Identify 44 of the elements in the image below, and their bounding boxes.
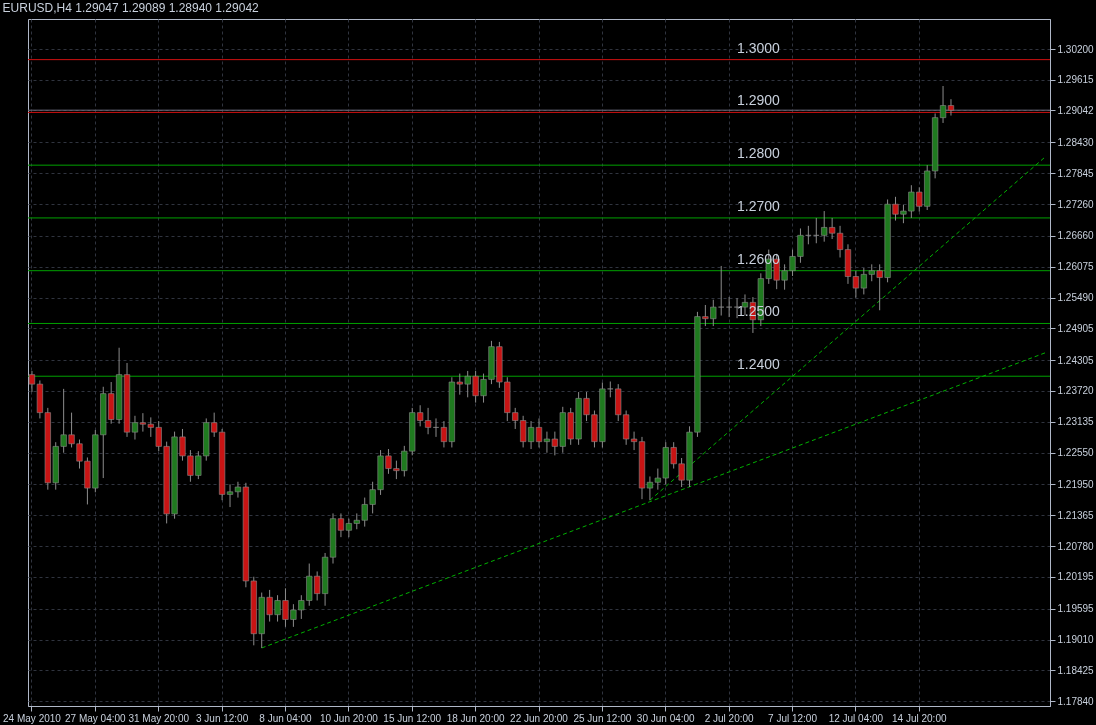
y-tick-label: 1.20780: [1057, 540, 1095, 552]
ref-line-label: 1.2700: [737, 197, 781, 214]
y-tick-label: 1.22550: [1057, 447, 1095, 459]
y-tick-label: 1.24905: [1057, 322, 1095, 334]
y-tick-label: 1.19010: [1057, 634, 1095, 646]
ref-line-label: 1.2900: [737, 92, 781, 109]
y-tick-label: 1.27260: [1057, 198, 1095, 210]
y-tick-label: 1.21365: [1057, 509, 1095, 521]
chart-title: EURUSD,H4 1.29047 1.29089 1.28940 1.29042: [2, 1, 260, 15]
x-tick-label: 22 Jun 20:00: [510, 712, 569, 724]
x-tick-label: 15 Jun 12:00: [383, 712, 442, 724]
ref-line-label: 1.2600: [737, 250, 781, 267]
x-tick-label: 24 May 2010: [3, 712, 62, 724]
x-tick-label: 3 Jun 12:00: [195, 712, 249, 724]
y-tick-label: 1.24305: [1057, 354, 1095, 366]
y-tick-label: 1.18425: [1057, 664, 1095, 676]
x-tick-label: 14 Jul 20:00: [892, 712, 947, 724]
ref-line-label: 1.2400: [737, 356, 781, 373]
x-tick-label: 25 Jun 12:00: [573, 712, 632, 724]
y-tick-label: 1.17840: [1057, 695, 1095, 707]
x-tick-label: 18 Jun 20:00: [446, 712, 505, 724]
x-tick-label: 12 Jul 04:00: [828, 712, 884, 724]
x-tick-label: 27 May 04:00: [65, 712, 127, 724]
y-tick-label: 1.27845: [1057, 167, 1095, 179]
y-tick-label: 1.29042: [1057, 104, 1095, 116]
y-tick-label: 1.21950: [1057, 478, 1095, 490]
x-tick-label: 7 Jul 12:00: [768, 712, 818, 724]
y-tick-label: 1.20195: [1057, 571, 1095, 583]
x-tick-label: 31 May 20:00: [128, 712, 190, 724]
y-tick-label: 1.30200: [1057, 43, 1095, 55]
y-tick-label: 1.19595: [1057, 603, 1095, 615]
y-tick-label: 1.26075: [1057, 261, 1095, 273]
x-tick-label: 8 Jun 04:00: [259, 712, 313, 724]
y-tick-label: 1.29615: [1057, 74, 1095, 86]
x-tick-label: 10 Jun 20:00: [319, 712, 379, 724]
y-tick-label: 1.25490: [1057, 292, 1095, 304]
ref-line-label: 1.2800: [737, 145, 781, 162]
ref-line-label: 1.3000: [737, 39, 781, 56]
y-tick-label: 1.28430: [1057, 136, 1095, 148]
y-tick-label: 1.26660: [1057, 230, 1095, 242]
y-tick-label: 1.23135: [1057, 416, 1095, 428]
x-tick-label: 2 Jul 20:00: [704, 712, 755, 724]
y-tick-label: 1.23720: [1057, 385, 1095, 397]
x-tick-label: 30 Jun 04:00: [636, 712, 696, 724]
